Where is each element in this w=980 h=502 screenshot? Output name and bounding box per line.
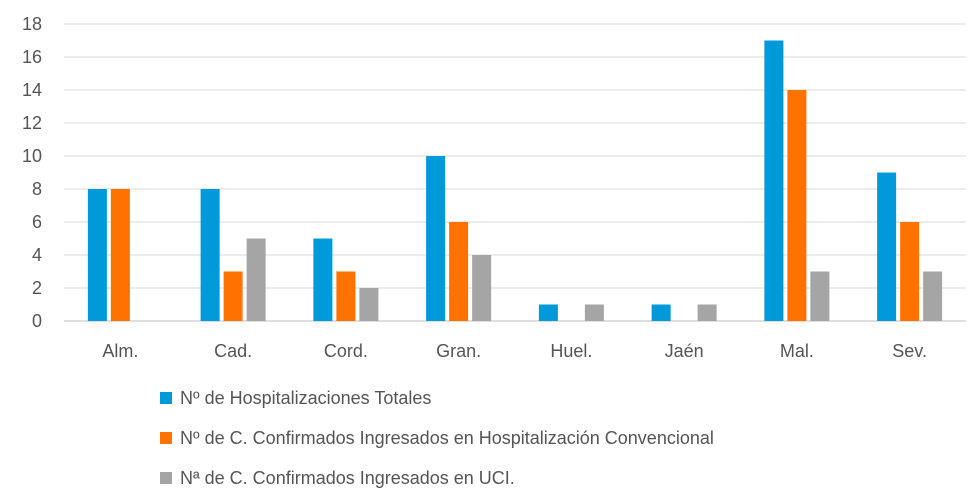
legend-label-series-3: Nª de C. Confirmados Ingresados en UCI. xyxy=(180,467,515,488)
x-tick-label: Mal. xyxy=(780,341,814,361)
bar-series-3-4 xyxy=(584,304,604,321)
y-tick-label: 14 xyxy=(22,80,42,100)
legend-label-series-2: Nº de C. Confirmados Ingresados en Hospi… xyxy=(180,427,714,448)
bar-series-2-6 xyxy=(787,90,807,321)
y-tick-label: 6 xyxy=(32,212,42,232)
y-tick-label: 12 xyxy=(22,113,42,133)
x-tick-label: Alm. xyxy=(102,341,138,361)
y-axis: 0 2 4 6 8 10 12 14 16 18 xyxy=(22,14,42,331)
bar-series-2-0 xyxy=(110,189,130,321)
x-tick-label: Jaén xyxy=(665,341,704,361)
legend-label-series-1: Nº de Hospitalizaciones Totales xyxy=(180,387,432,408)
y-tick-label: 18 xyxy=(22,14,42,34)
legend: Nº de Hospitalizaciones Totales Nº de C.… xyxy=(160,378,714,498)
bar-series-3-2 xyxy=(359,288,379,321)
bar-series-3-1 xyxy=(246,238,266,321)
bar-series-1-1 xyxy=(200,189,220,321)
bar-series-2-7 xyxy=(900,222,920,321)
legend-item-hospitalizaciones-totales: Nº de Hospitalizaciones Totales xyxy=(160,378,714,418)
y-tick-label: 16 xyxy=(22,47,42,67)
bar-series-2-1 xyxy=(223,271,243,321)
y-tick-label: 8 xyxy=(32,179,42,199)
x-tick-label: Cad. xyxy=(214,341,252,361)
bar-series-3-3 xyxy=(472,255,492,321)
y-tick-label: 4 xyxy=(32,245,42,265)
bar-chart: 0 2 4 6 8 10 12 14 16 18 Alm. Cad. Cord. Gran. Huel. J… xyxy=(22,14,966,361)
x-axis: Alm. Cad. Cord. Gran. Huel. Jaén Mal. Sev. xyxy=(102,341,927,361)
bar-series-1-4 xyxy=(538,304,558,321)
bar-series-3-7 xyxy=(923,271,943,321)
x-tick-label: Gran. xyxy=(436,341,481,361)
y-tick-label: 0 xyxy=(32,311,42,331)
bar-series-1-6 xyxy=(764,40,784,321)
x-tick-label: Sev. xyxy=(892,341,927,361)
bar-series-2-3 xyxy=(449,222,469,321)
bars xyxy=(87,40,943,321)
y-tick-label: 10 xyxy=(22,146,42,166)
bar-series-3-6 xyxy=(810,271,830,321)
bar-series-1-3 xyxy=(426,156,446,321)
bar-series-1-7 xyxy=(877,172,897,321)
gridlines xyxy=(64,23,966,322)
bar-series-3-5 xyxy=(697,304,717,321)
legend-swatch-series-3 xyxy=(160,472,172,484)
x-tick-label: Cord. xyxy=(324,341,368,361)
legend-swatch-series-2 xyxy=(160,432,172,444)
bar-series-2-2 xyxy=(336,271,356,321)
bar-series-1-5 xyxy=(651,304,671,321)
bar-series-1-0 xyxy=(87,189,107,321)
y-tick-label: 2 xyxy=(32,278,42,298)
legend-item-hospitalizacion-convencional: Nº de C. Confirmados Ingresados en Hospi… xyxy=(160,418,714,458)
x-tick-label: Huel. xyxy=(550,341,592,361)
legend-swatch-series-1 xyxy=(160,392,172,404)
legend-item-uci: Nª de C. Confirmados Ingresados en UCI. xyxy=(160,458,714,498)
bar-series-1-2 xyxy=(313,238,333,321)
